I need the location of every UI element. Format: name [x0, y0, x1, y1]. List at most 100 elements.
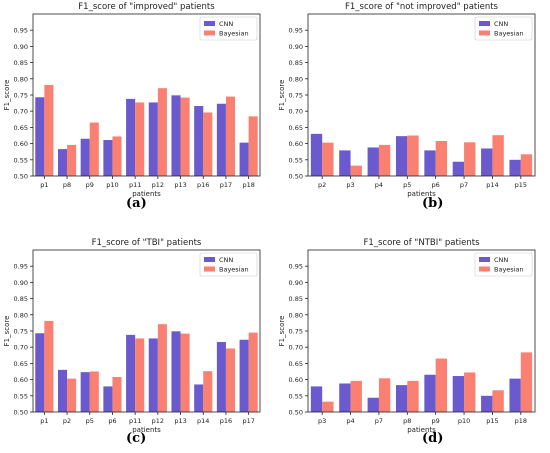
x-tick-label: p17 — [242, 417, 254, 425]
x-tick-label: p16 — [220, 417, 232, 425]
bar-cnn — [367, 147, 379, 176]
x-tick-label: p4 — [375, 181, 383, 189]
chart-title: F1_score of "NTBI" patients — [363, 238, 480, 248]
x-tick-label: p12 — [152, 181, 164, 189]
y-tick-label: 0.60 — [289, 140, 303, 148]
y-tick-label: 0.55 — [289, 392, 303, 400]
bar-cnn — [509, 159, 521, 176]
bar-bayesian — [225, 348, 236, 412]
legend-swatch-bayesian — [479, 266, 490, 272]
bar-cnn — [103, 140, 113, 176]
x-tick-label: p10 — [458, 417, 470, 425]
legend-swatch-cnn — [204, 21, 215, 26]
legend-label-bayesian: Bayesian — [494, 266, 524, 274]
x-tick-label: p3 — [318, 417, 326, 425]
bar-bayesian — [157, 324, 167, 412]
x-tick-label: p2 — [63, 417, 71, 425]
bar-cnn — [310, 133, 323, 176]
y-tick-label: 0.65 — [289, 360, 303, 368]
x-tick-label: p15 — [486, 417, 498, 425]
bar-bayesian — [135, 338, 145, 412]
bar-cnn — [57, 369, 68, 412]
bar-cnn — [216, 342, 226, 412]
y-tick-label: 0.75 — [14, 328, 28, 336]
bar-cnn — [171, 95, 181, 176]
x-tick-label: p13 — [174, 181, 186, 189]
y-tick-label: 0.50 — [289, 409, 303, 417]
bar-bayesian — [350, 380, 362, 412]
y-tick-label: 0.85 — [289, 59, 303, 67]
legend-swatch-cnn — [479, 257, 490, 262]
legend-swatch-cnn — [479, 21, 490, 26]
panel-label: (c) — [126, 431, 147, 446]
y-tick-label: 0.60 — [289, 376, 303, 384]
y-axis-label: F1_score — [3, 316, 11, 347]
y-tick-label: 0.80 — [289, 311, 303, 319]
y-tick-label: 0.90 — [289, 279, 303, 287]
x-tick-label: p12 — [152, 417, 164, 425]
bar-bayesian — [492, 390, 504, 412]
bar-cnn — [148, 338, 158, 412]
bar-cnn — [310, 386, 323, 412]
legend-swatch-bayesian — [204, 30, 215, 36]
bar-bayesian — [135, 102, 145, 176]
bar-bayesian — [112, 377, 122, 412]
legend-swatch-cnn — [204, 257, 215, 262]
y-tick-label: 0.65 — [14, 124, 28, 132]
bar-cnn — [424, 150, 436, 176]
legend-label-cnn: CNN — [219, 256, 233, 264]
y-tick-label: 0.80 — [14, 311, 28, 319]
bar-bayesian — [203, 112, 213, 176]
x-tick-label: p14 — [486, 181, 498, 189]
legend-label-bayesian: Bayesian — [219, 266, 249, 274]
y-axis-label: F1_score — [3, 80, 11, 111]
bar-bayesian — [350, 165, 362, 176]
y-tick-label: 0.50 — [14, 409, 28, 417]
x-tick-label: p15 — [515, 181, 527, 189]
x-tick-label: p1 — [40, 181, 48, 189]
bar-bayesian — [322, 401, 334, 412]
x-tick-label: p8 — [403, 417, 411, 425]
bar-bayesian — [378, 144, 391, 176]
y-tick-label: 0.90 — [14, 43, 28, 51]
bar-bayesian — [378, 378, 391, 412]
chart-title: F1_score of "improved" patients — [78, 2, 215, 12]
y-tick-label: 0.50 — [289, 173, 303, 181]
panel-label: (d) — [422, 431, 444, 446]
y-tick-label: 0.55 — [14, 156, 28, 164]
x-axis-label: patients — [132, 190, 161, 198]
y-tick-label: 0.75 — [289, 92, 303, 100]
bar-bayesian — [520, 154, 533, 176]
bar-cnn — [339, 150, 351, 176]
y-tick-label: 0.80 — [14, 75, 28, 83]
bar-bayesian — [112, 136, 122, 176]
bar-cnn — [339, 383, 351, 412]
bar-cnn — [57, 149, 68, 176]
bar-bayesian — [435, 358, 448, 412]
bar-cnn — [80, 372, 90, 412]
bar-bayesian — [464, 372, 476, 412]
legend-label-bayesian: Bayesian — [219, 30, 249, 38]
bar-bayesian — [203, 371, 213, 412]
bar-cnn — [103, 386, 113, 412]
x-tick-label: p5 — [403, 181, 411, 189]
bar-cnn — [239, 339, 249, 412]
bar-bayesian — [89, 371, 99, 412]
bar-cnn — [80, 138, 90, 176]
y-tick-label: 0.85 — [14, 295, 28, 303]
y-tick-label: 0.70 — [289, 108, 303, 116]
y-tick-label: 0.95 — [14, 27, 28, 35]
bar-cnn — [395, 136, 408, 176]
y-tick-label: 0.90 — [289, 43, 303, 51]
bar-bayesian — [492, 135, 504, 176]
bar-bayesian — [407, 380, 419, 412]
x-tick-label: p10 — [106, 181, 118, 189]
bar-cnn — [452, 161, 465, 176]
x-tick-label: p8 — [63, 181, 71, 189]
y-tick-label: 0.65 — [14, 360, 28, 368]
x-tick-label: p13 — [174, 417, 186, 425]
panel-label: (b) — [422, 196, 444, 211]
bar-cnn — [35, 333, 45, 412]
bar-bayesian — [322, 142, 334, 176]
y-tick-label: 0.60 — [14, 140, 28, 148]
